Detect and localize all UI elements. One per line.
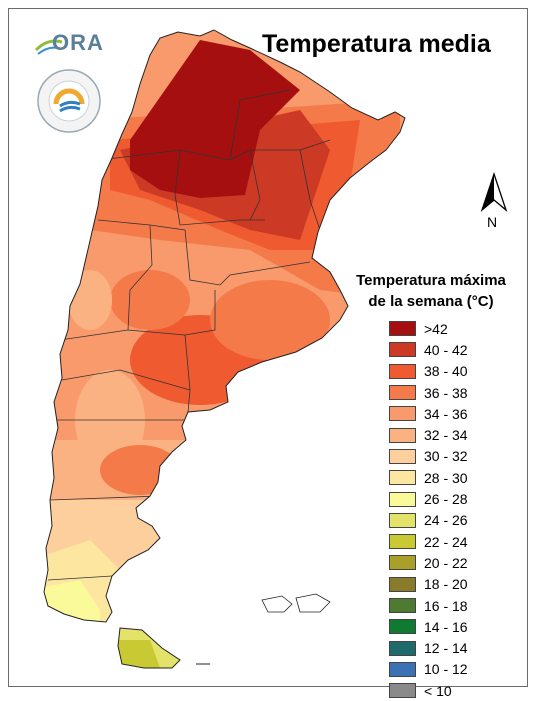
legend-swatch: [389, 321, 416, 337]
legend-item: 32 - 34: [389, 424, 468, 445]
ora-logo-icon: [34, 39, 63, 55]
legend-swatch: [389, 491, 416, 507]
legend-item: 36 - 38: [389, 382, 468, 403]
legend-title: Temperatura máxima de la semana (°C): [342, 270, 520, 312]
legend-item: 12 - 14: [389, 637, 468, 658]
legend-swatch: [389, 619, 416, 635]
legend-swatch: [389, 385, 416, 401]
legend-label: 14 - 16: [424, 618, 468, 635]
legend-item: 14 - 16: [389, 616, 468, 637]
legend-swatch: [389, 342, 416, 358]
legend-label: 38 - 40: [424, 363, 468, 380]
legend-label: 28 - 30: [424, 469, 468, 486]
legend-label: 10 - 12: [424, 661, 468, 678]
legend-item: 38 - 40: [389, 361, 468, 382]
legend-label: 20 - 22: [424, 554, 468, 571]
legend: >42 40 - 42 38 - 40 36 - 38 34 - 36 32 - 34 30…: [389, 318, 468, 701]
legend-label: 24 - 26: [424, 512, 468, 529]
legend-label: 22 - 24: [424, 533, 468, 550]
legend-title-line2: de la semana (°C): [368, 293, 494, 310]
legend-label: 26 - 28: [424, 491, 468, 508]
legend-item: 30 - 32: [389, 446, 468, 467]
legend-label: 40 - 42: [424, 341, 468, 358]
legend-swatch: [389, 640, 416, 656]
legend-swatch: [389, 661, 416, 677]
legend-item: 28 - 30: [389, 467, 468, 488]
legend-swatch: [389, 427, 416, 443]
legend-item: 34 - 36: [389, 403, 468, 424]
legend-label: >42: [424, 320, 448, 337]
legend-swatch: [389, 512, 416, 528]
legend-swatch: [389, 406, 416, 422]
legend-label: 34 - 36: [424, 405, 468, 422]
legend-swatch: [389, 470, 416, 486]
legend-item: 40 - 42: [389, 339, 468, 360]
north-label: N: [487, 214, 498, 230]
legend-item: >42: [389, 318, 468, 339]
legend-item: 22 - 24: [389, 531, 468, 552]
legend-label: 12 - 14: [424, 640, 468, 657]
legend-label: 16 - 18: [424, 597, 468, 614]
legend-swatch: [389, 555, 416, 571]
legend-label: 36 - 38: [424, 384, 468, 401]
map-title: Temperatura media: [262, 30, 491, 58]
legend-swatch: [389, 363, 416, 379]
legend-item: 26 - 28: [389, 488, 468, 509]
legend-label: 18 - 20: [424, 576, 468, 593]
north-arrow-icon: [480, 172, 508, 212]
logo-text: ORA: [52, 30, 104, 55]
legend-swatch: [389, 598, 416, 613]
legend-swatch: [389, 576, 416, 592]
legend-swatch: [389, 534, 416, 550]
legend-label: < 10: [424, 682, 452, 699]
legend-item: 24 - 26: [389, 510, 468, 531]
legend-swatch: [389, 448, 416, 464]
legend-label: 30 - 32: [424, 448, 468, 465]
legend-item: < 10: [389, 680, 468, 701]
smn-seal-icon: [37, 69, 101, 133]
legend-item: 10 - 12: [389, 659, 468, 680]
legend-label: 32 - 34: [424, 427, 468, 444]
legend-item: 16 - 18: [389, 595, 468, 616]
legend-title-line1: Temperatura máxima: [356, 272, 506, 289]
legend-item: 20 - 22: [389, 552, 468, 573]
legend-item: 18 - 20: [389, 574, 468, 595]
islands: [261, 593, 331, 613]
